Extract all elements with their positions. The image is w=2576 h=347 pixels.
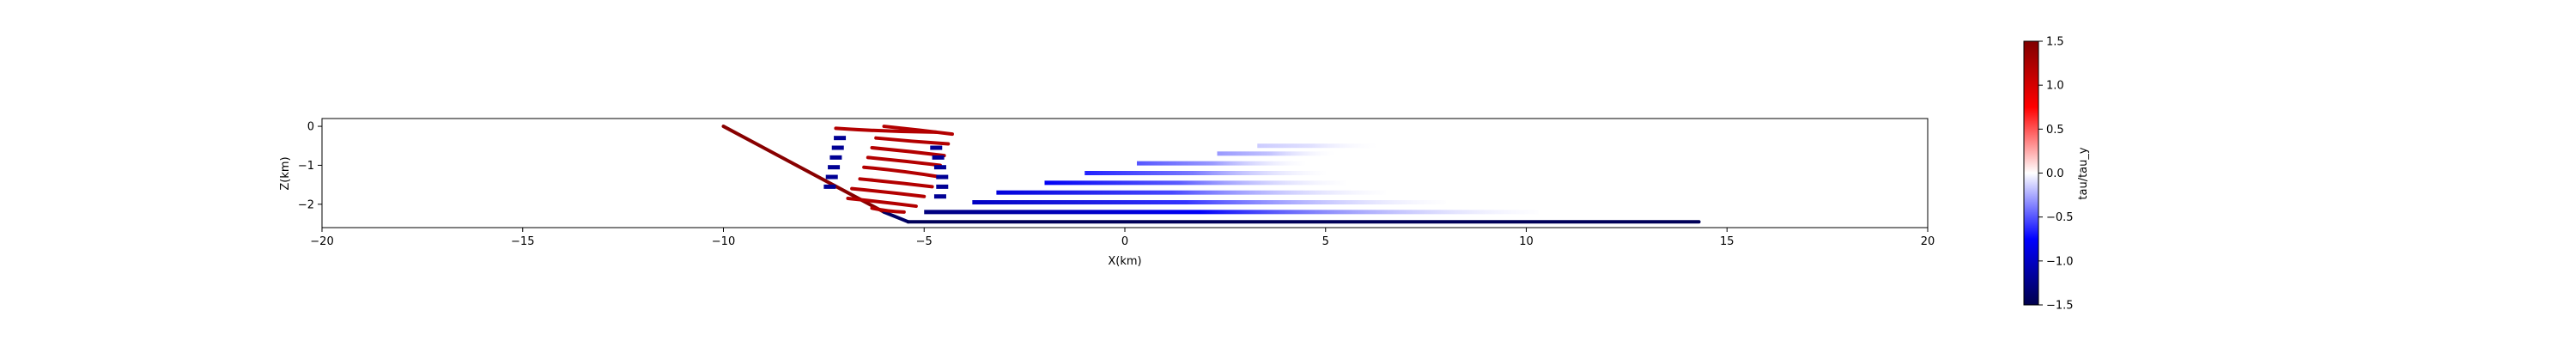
series-red-curve-11 — [846, 196, 918, 209]
blue-column-point — [930, 145, 943, 150]
colorbar-tick-label: −0.5 — [2046, 211, 2074, 224]
x-tick-label: 10 — [1519, 235, 1534, 248]
colorbar-tick-label: 0.0 — [2046, 167, 2064, 180]
series-blue-fan-20 — [1137, 161, 1306, 166]
x-tick-label: −10 — [712, 235, 735, 248]
y-tick-label: 0 — [307, 121, 314, 134]
series-red-curve-12 — [870, 206, 906, 214]
blue-column-point — [828, 165, 841, 170]
blue-column-point — [933, 165, 946, 170]
colorbar: 1.5 1.0 0.5 0.0 −0.5 −1.0 −1.5 tau/tau_y — [2023, 36, 2090, 313]
y-axis-label: Z(km) — [279, 156, 292, 190]
x-axis-label: X(km) — [1108, 255, 1141, 268]
series-blue-fan-15 — [924, 210, 1539, 215]
series-blue-fan-16 — [972, 200, 1446, 205]
series-red-curve-4 — [882, 125, 954, 137]
series-blue-column-14 — [930, 145, 949, 199]
x-axis: −20 −15 −10 −5 0 5 10 15 20 — [310, 228, 1935, 248]
series-fault-bend-1 — [882, 210, 910, 224]
series-blue-column-13 — [823, 136, 847, 189]
x-tick-label: −15 — [511, 235, 534, 248]
series-red-curve-9 — [858, 177, 934, 189]
colorbar-tick-label: −1.5 — [2046, 300, 2074, 313]
series-red-curve-5 — [874, 136, 951, 146]
blue-column-point — [829, 155, 842, 160]
x-tick-label: 20 — [1921, 235, 1935, 248]
series-red-curve-6 — [870, 146, 946, 158]
x-tick-label: −5 — [916, 235, 933, 248]
blue-column-point — [936, 184, 949, 189]
blue-column-point — [825, 174, 838, 180]
blue-column-point — [831, 145, 844, 150]
series-blue-fan-18 — [1044, 180, 1346, 186]
x-tick-label: 0 — [1121, 235, 1128, 248]
series-red-curve-8 — [862, 165, 942, 180]
series-blue-fan-22 — [1257, 143, 1378, 149]
series-red-curve-10 — [850, 186, 927, 198]
x-tick-label: −20 — [310, 235, 333, 248]
blue-column-point — [936, 174, 949, 180]
colorbar-tick-label: 1.0 — [2046, 80, 2064, 93]
colorbar-gradient — [2023, 40, 2039, 306]
y-axis: 0 −1 −2 — [298, 121, 322, 211]
series-blue-fan-21 — [1217, 151, 1334, 156]
series-red-curve-7 — [866, 155, 942, 167]
blue-column-point — [932, 155, 945, 160]
y-tick-label: −1 — [298, 160, 314, 173]
colorbar-label: tau/tau_y — [2077, 147, 2090, 199]
series-blue-fan-17 — [996, 190, 1386, 195]
blue-column-point — [823, 184, 836, 189]
colorbar-tick-label: 1.5 — [2046, 36, 2064, 49]
y-tick-label: −2 — [298, 198, 314, 211]
colorbar-tick-label: −1.0 — [2046, 255, 2074, 268]
blue-column-point — [933, 194, 946, 199]
colorbar-tick-label: 0.5 — [2046, 124, 2064, 137]
blue-column-point — [834, 136, 847, 141]
x-tick-label: 15 — [1720, 235, 1735, 248]
colorbar-ticks: 1.5 1.0 0.5 0.0 −0.5 −1.0 −1.5 — [2038, 36, 2074, 313]
series-blue-fan-19 — [1084, 171, 1326, 175]
data-marks — [721, 125, 1701, 224]
x-tick-label: 5 — [1322, 235, 1329, 248]
